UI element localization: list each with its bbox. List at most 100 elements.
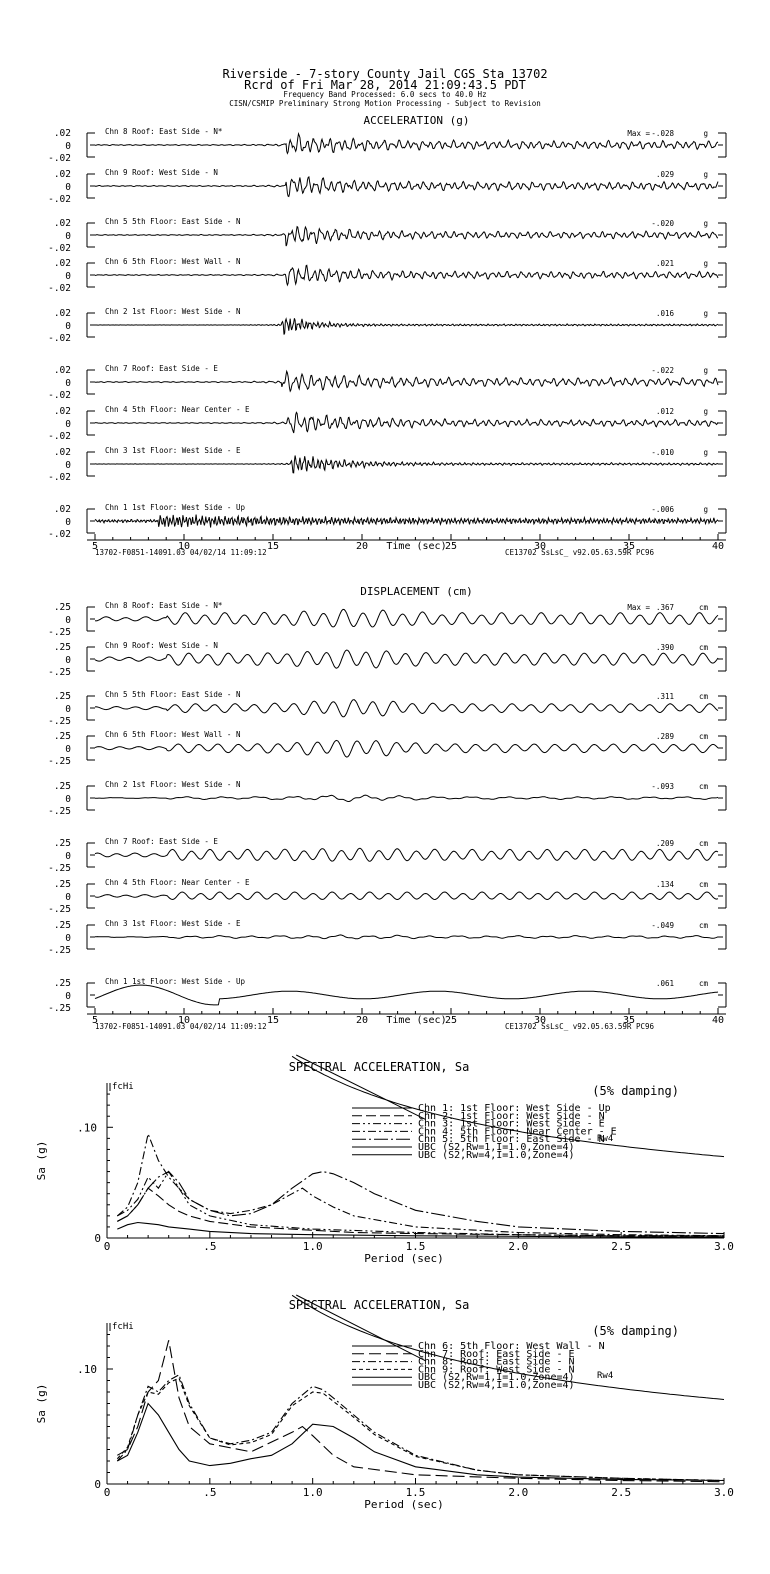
units-label: g (703, 170, 708, 179)
spectral-panel-1-title: SPECTRAL ACCELERATION, Sa (289, 1060, 470, 1074)
units-label: g (703, 505, 708, 514)
ubc-rw1-curve (295, 1054, 427, 1120)
ytick-label: 0 (65, 378, 71, 389)
waveform (94, 132, 719, 155)
ytick-label: .02 (54, 406, 71, 417)
ytick-label: .02 (54, 128, 71, 139)
y-axis-label: Sa (g) (35, 1141, 48, 1181)
ytick-label: .02 (54, 258, 71, 269)
channel-label: Chn 2 1st Floor: West Side - N (105, 780, 240, 789)
units-label: cm (699, 921, 709, 930)
ytick-label: -.02 (48, 529, 71, 540)
legend-label: Chn 5: 5th Floor: East Side - N (418, 1134, 605, 1145)
legend-label: Chn 2: 1st Floor: West Side - N (418, 1111, 605, 1122)
waveform (94, 891, 719, 901)
channel-label: Chn 8 Roof: East Side - N* (105, 601, 222, 610)
ytick-label: .25 (54, 691, 71, 702)
ytick-label: 0 (65, 182, 71, 193)
legend-label: UBC (S2,Rw=4,I=1.0,Zone=4) (418, 1380, 575, 1391)
ytick-label: 0 (65, 271, 71, 282)
peak-value: .021 (656, 259, 674, 268)
ytick-label: .25 (54, 879, 71, 890)
ytick-label: 0 (65, 851, 71, 862)
ytick-label: -.25 (48, 806, 71, 817)
channel-label: Chn 7 Roof: East Side - E (105, 364, 218, 373)
displacement-panel-x-axis: 5 10 15 20 25 30 35 40 Time (sec) 13702-F0851-140… (87, 1008, 726, 1031)
units-label: cm (699, 732, 709, 741)
ytick-label: .25 (54, 978, 71, 989)
ytick-label: 0 (65, 892, 71, 903)
channel-label: Chn 3 1st Floor: West Side - E (105, 446, 241, 455)
legend-label: Chn 3: 1st Floor: West Side - E (418, 1119, 605, 1130)
ytick-label: -.02 (48, 283, 71, 294)
units-label: g (703, 259, 708, 268)
ytick-label: .25 (54, 731, 71, 742)
waveform (94, 225, 719, 247)
units-label: cm (699, 603, 709, 612)
legend-label: UBC (S2,Rw=4,I=1.0,Zone=4) (418, 1150, 575, 1161)
ytick-label: 0 (65, 419, 71, 430)
trace-acc-7: .02 0-.02 Chn 4 5th Floor: Near Center - E… (48, 405, 727, 442)
ytick-label: -.02 (48, 472, 71, 483)
ytick-label: 0 (65, 794, 71, 805)
spectrum-curve-3 (117, 1170, 724, 1237)
ytick-label: 0 (94, 1232, 101, 1245)
footer-left: 13702-F0851-14091.03 04/02/14 11:09:12 (95, 548, 267, 557)
peak-value: -.093 (651, 782, 674, 791)
ytick-label: 0 (94, 1478, 101, 1491)
channel-label: Chn 6 5th Floor: West Wall - N (105, 257, 240, 266)
trace-disp-4: .25 0-.25 Chn 6 5th Floor: West Wall - N .2… (48, 730, 727, 767)
ytick-label: -.02 (48, 431, 71, 442)
y-axis-label: Sa (g) (35, 1384, 48, 1424)
displacement-panel-title: DISPLACEMENT (cm) (360, 585, 473, 598)
footer-right: CE13702 SsLsC_ v92.05.63.59R PC96 (505, 1022, 654, 1031)
ytick-label: -.25 (48, 756, 71, 767)
max-label: Max = (627, 129, 650, 138)
peak-value: .209 (656, 839, 674, 848)
legend-label: UBC (S2,Rw=1,I=1.0,Zone=4) (418, 1142, 575, 1153)
ytick-label: -.02 (48, 194, 71, 205)
waveform (94, 176, 719, 198)
ytick-label: 0 (65, 933, 71, 944)
peak-value: -.020 (651, 219, 674, 228)
spectrum-curve-1 (117, 1402, 724, 1482)
channel-label: Chn 4 5th Floor: Near Center - E (105, 405, 250, 414)
ytick-label: .02 (54, 365, 71, 376)
xtick-label: 2.5 (611, 1486, 631, 1499)
ytick-label: 0 (65, 655, 71, 666)
peak-value: -.010 (651, 448, 674, 457)
ytick-label: .25 (54, 838, 71, 849)
ytick-label: .10 (77, 1121, 97, 1134)
station-title: Riverside - 7-story County Jail CGS Sta … (222, 67, 548, 81)
xtick-label: .5 (203, 1486, 216, 1499)
ytick-label: .25 (54, 920, 71, 931)
units-label: g (703, 448, 708, 457)
ubc-rw1-curve (295, 1294, 427, 1362)
spectrum-curve-4 (116, 1131, 724, 1237)
ytick-label: 0 (65, 704, 71, 715)
waveform (94, 847, 719, 862)
ytick-label: -.25 (48, 667, 71, 678)
xtick-label: 2.0 (508, 1486, 528, 1499)
ytick-label: .25 (54, 602, 71, 613)
xtick-label: 25 (445, 541, 457, 552)
processing-note: CISN/CSMIP Preliminary Strong Motion Pro… (229, 99, 541, 108)
legend-label: UBC (S2,Rw=1,I=1.0,Zone=4) (418, 1372, 575, 1383)
xtick-label: 2.0 (508, 1240, 528, 1253)
units-label: g (703, 366, 708, 375)
ytick-label: .02 (54, 504, 71, 515)
trace-disp-9: .25 0-.25 Chn 1 1st Floor: West Side - Up.… (48, 977, 727, 1014)
xtick-label: 0 (104, 1240, 111, 1253)
xtick-label: 2.5 (611, 1240, 631, 1253)
waveform (94, 984, 719, 1006)
xtick-label: 40 (712, 541, 724, 552)
trace-acc-4: .02 0-.02 Chn 6 5th Floor: West Wall - N .0… (48, 257, 727, 294)
units-label: cm (699, 692, 709, 701)
trace-acc-8: .02 0-.02 Chn 3 1st Floor: West Side - E -.… (48, 446, 727, 483)
waveform (94, 608, 719, 628)
channel-label: Chn 8 Roof: East Side - N* (105, 127, 222, 136)
xtick-label: 3.0 (714, 1240, 734, 1253)
frequency-band: Frequency Band Processed: 6.0 secs to 40… (283, 90, 487, 99)
ytick-label: .10 (77, 1363, 97, 1376)
